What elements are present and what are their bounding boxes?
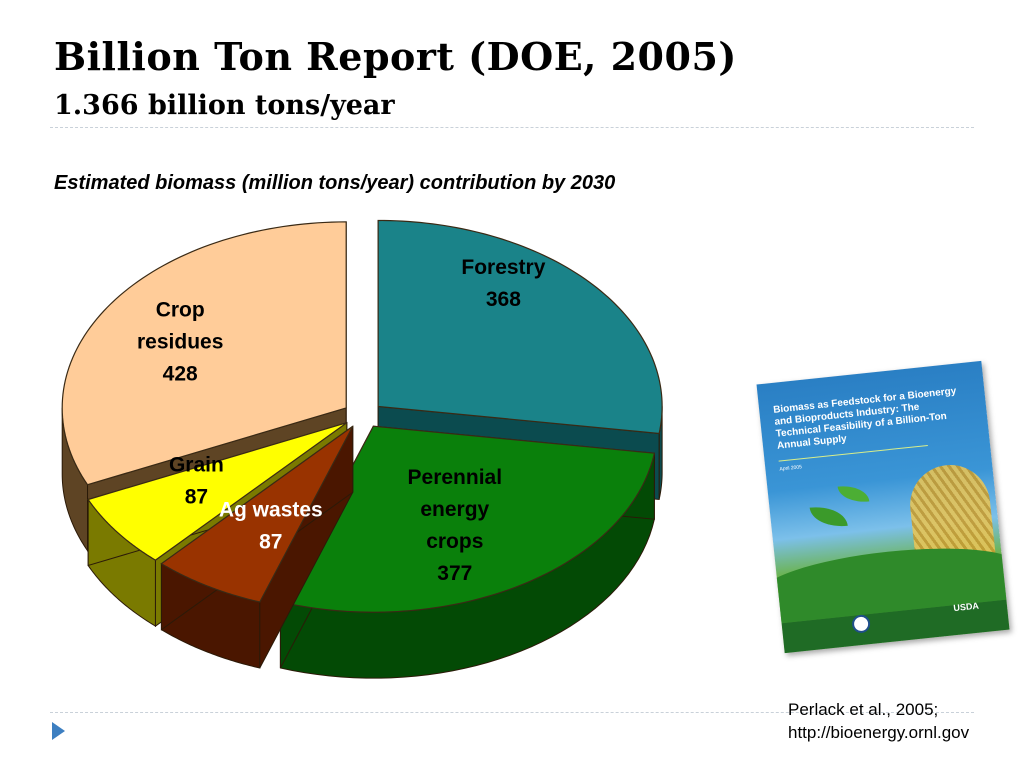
slide-title: Billion Ton Report (DOE, 2005) [54,34,737,79]
footer-divider [50,712,974,713]
citation-line-2: http://bioenergy.ornl.gov [788,723,970,742]
slice-name-label: Crop [156,298,205,321]
slice-top [160,425,354,603]
report-cover-image: Biomass as Feedstock for a Bioenergy and… [756,360,1010,654]
citation: Perlack et al., 2005; http://bioenergy.o… [788,698,969,744]
leaf-icon [809,503,848,530]
slice-name-label: crops [426,530,483,553]
bullet-arrow-icon [52,722,65,740]
slice-top [279,425,656,613]
slice-value-label: 377 [437,562,472,585]
citation-line-1: Perlack et al., 2005; [788,700,939,719]
slice-top [377,219,663,435]
slice-top [61,221,347,486]
slice-name-label: Grain [169,454,224,477]
title-divider [50,127,974,128]
slice-name-label: Perennial [408,466,503,489]
cover-title: Biomass as Feedstock for a Bioenergy and… [772,385,957,452]
slice-top [87,422,348,561]
cover-date: April 2005 [779,464,803,473]
slice-value-label: 368 [486,288,521,311]
pie-slice [160,425,354,669]
slide-subtitle: 1.366 billion tons/year [54,90,395,121]
leaf-icon [837,483,870,505]
slice-value-label: 428 [163,362,198,385]
chart-title: Estimated biomass (million tons/year) co… [54,172,616,194]
slice-name-label: energy [420,498,489,521]
slice-value-label: 87 [259,530,282,553]
slice-name-label: Ag wastes [219,498,323,521]
slice-name-label: Forestry [461,256,545,279]
slice-name-label: residues [137,330,223,353]
slice-value-label: 87 [185,486,208,509]
